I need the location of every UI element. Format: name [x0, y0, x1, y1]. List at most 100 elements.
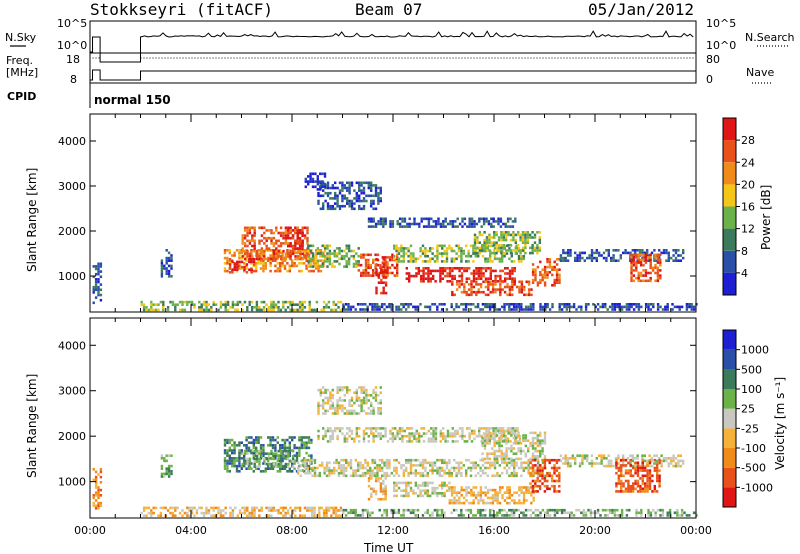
heatmap-cell: [303, 251, 306, 255]
heatmap-cell: [276, 436, 279, 439]
heatmap-cell: [391, 271, 394, 275]
heatmap-cell: [615, 458, 618, 462]
heatmap-cell: [474, 254, 477, 258]
heatmap-cell: [527, 486, 531, 489]
heatmap-cell: [253, 234, 256, 237]
heatmap-cell: [401, 440, 404, 443]
heatmap-cell: [434, 427, 438, 430]
heatmap-cell: [444, 217, 447, 221]
heatmap-cell: [250, 260, 253, 264]
heatmap-cell: [525, 280, 528, 284]
heatmap-cell: [160, 464, 164, 468]
heatmap-cell: [357, 466, 360, 470]
heatmap-cell: [368, 511, 372, 515]
heatmap-cell: [424, 492, 427, 495]
heatmap-cell: [94, 499, 98, 502]
heatmap-cell: [632, 487, 635, 491]
heatmap-cell: [620, 466, 623, 470]
heatmap-cell: [154, 308, 158, 312]
heatmap-cell: [384, 484, 387, 488]
heatmap-cell: [364, 274, 368, 277]
heatmap-cell: [653, 484, 656, 488]
heatmap-cell: [536, 514, 540, 517]
heatmap-cell: [484, 501, 487, 505]
heatmap-cell: [287, 244, 290, 248]
heatmap-cell: [548, 271, 552, 274]
heatmap-cell: [524, 241, 527, 244]
heatmap-cell: [631, 454, 634, 457]
heatmap-cell: [514, 429, 517, 433]
heatmap-cell: [642, 269, 645, 272]
heatmap-cell: [499, 429, 502, 433]
heatmap-cell: [439, 440, 442, 443]
heatmap-cell: [94, 267, 98, 271]
heatmap-cell: [400, 464, 403, 467]
heatmap-cell: [255, 438, 258, 442]
heatmap-cell: [430, 225, 433, 228]
heatmap-cell: [482, 427, 486, 430]
heatmap-cell: [534, 514, 537, 517]
heatmap-cell: [551, 305, 554, 309]
heatmap-cell: [412, 305, 415, 309]
heatmap-cell: [166, 509, 170, 512]
heatmap-cell: [522, 511, 525, 515]
heatmap-cell: [614, 457, 618, 460]
heatmap-cell: [163, 459, 166, 463]
heatmap-cell: [345, 461, 348, 465]
heatmap-cell: [514, 241, 517, 244]
heatmap-cell: [253, 231, 256, 235]
heatmap-cell: [297, 469, 300, 472]
heatmap-cell: [513, 280, 516, 284]
heatmap-cell: [448, 244, 451, 248]
heatmap-cell: [260, 247, 264, 250]
heatmap-cell: [379, 490, 383, 493]
heatmap-cell: [331, 434, 334, 438]
heatmap-cell: [401, 217, 404, 221]
heatmap-cell: [509, 251, 513, 255]
heatmap-cell: [378, 305, 381, 309]
heatmap-cell: [513, 269, 516, 273]
heatmap-cell: [352, 305, 355, 309]
heatmap-cell: [418, 225, 421, 228]
heatmap-cell: [677, 462, 680, 465]
heatmap-cell: [484, 303, 487, 306]
heatmap-cell: [238, 454, 241, 457]
heatmap-cell: [288, 454, 291, 457]
heatmap-cell: [390, 303, 393, 306]
heatmap-cell: [397, 249, 401, 253]
heatmap-cell: [353, 207, 356, 211]
heatmap-cell: [409, 244, 413, 248]
heatmap-cell: [611, 305, 614, 309]
heatmap-cell: [226, 259, 229, 262]
heatmap-cell: [301, 469, 305, 472]
heatmap-cell: [165, 259, 168, 262]
heatmap-cell: [329, 197, 332, 200]
heatmap-cell: [634, 457, 637, 460]
heatmap-cell: [484, 494, 487, 497]
heatmap-cell: [502, 251, 505, 255]
heatmap-cell: [477, 494, 480, 497]
heatmap-cell: [467, 303, 470, 306]
heatmap-cell: [350, 396, 354, 400]
heatmap-cell: [262, 449, 265, 452]
heatmap-cell: [531, 452, 535, 455]
heatmap-cell: [524, 233, 527, 237]
heatmap-cell: [377, 407, 380, 410]
heatmap-cell: [494, 491, 497, 494]
heatmap-cell: [548, 514, 552, 517]
heatmap-cell: [402, 464, 405, 467]
heatmap-cell: [408, 274, 411, 278]
heatmap-cell: [461, 220, 464, 223]
heatmap-cell: [142, 308, 146, 312]
heatmap-cell: [413, 220, 416, 223]
heatmap-cell: [539, 308, 542, 311]
heatmap-cell: [474, 486, 478, 489]
heatmap-cell: [412, 257, 415, 261]
heatmap-cell: [331, 394, 334, 397]
heatmap-cell: [384, 487, 387, 491]
heatmap-cell: [500, 508, 504, 512]
heatmap-cell: [397, 486, 401, 490]
heatmap-cell: [504, 280, 507, 283]
heatmap-cell: [546, 474, 549, 478]
heatmap-cell: [646, 464, 649, 467]
